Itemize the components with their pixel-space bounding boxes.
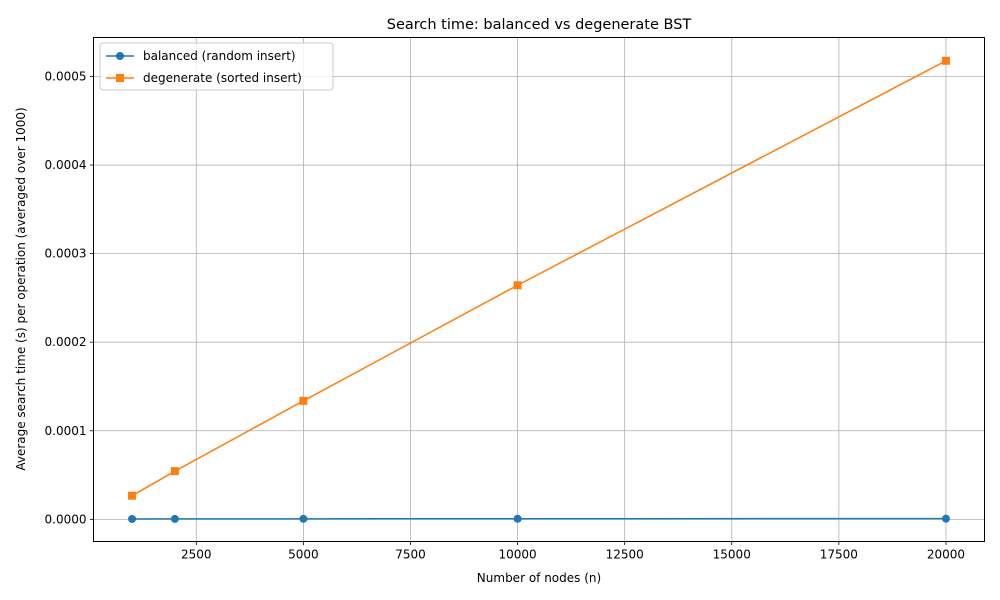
x-tick-label: 17500 bbox=[820, 548, 858, 562]
legend: balanced (random insert) degenerate (sor… bbox=[99, 42, 334, 91]
legend-label-balanced: balanced (random insert) bbox=[143, 49, 296, 63]
x-tick-label: 20000 bbox=[927, 548, 965, 562]
data-point-degenerate bbox=[128, 491, 137, 500]
data-point-degenerate bbox=[170, 467, 179, 476]
plot-series bbox=[128, 56, 950, 524]
y-tick-label: 0.0004 bbox=[45, 158, 87, 172]
x-tick-label: 7500 bbox=[395, 548, 426, 562]
data-point-degenerate bbox=[513, 281, 522, 290]
x-tick-label: 5000 bbox=[288, 548, 319, 562]
data-point-balanced bbox=[941, 514, 950, 523]
legend-box bbox=[99, 42, 334, 91]
x-tick-label: 10000 bbox=[498, 548, 536, 562]
y-tick-label: 0.0003 bbox=[45, 247, 87, 261]
data-point-balanced bbox=[128, 515, 137, 524]
x-tick-label: 12500 bbox=[606, 548, 644, 562]
data-point-balanced bbox=[170, 514, 179, 523]
data-point-degenerate bbox=[941, 56, 950, 65]
chart-title: Search time: balanced vs degenerate BST bbox=[387, 17, 692, 33]
y-axis-label: Average search time (s) per operation (a… bbox=[14, 107, 28, 470]
legend-label-degenerate: degenerate (sorted insert) bbox=[143, 71, 302, 85]
data-point-balanced bbox=[513, 514, 522, 523]
y-tick-label: 0.0005 bbox=[45, 69, 87, 83]
y-tick-label: 0.0002 bbox=[45, 335, 87, 349]
axis-ticks: 2500 5000 7500 10000 12500 15000 17500 20000 0.0… bbox=[45, 69, 966, 561]
data-point-balanced bbox=[299, 514, 308, 523]
x-axis-label: Number of nodes (n) bbox=[477, 571, 601, 585]
x-tick-label: 2500 bbox=[181, 548, 212, 562]
y-tick-label: 0.0000 bbox=[45, 512, 87, 526]
plot-frame bbox=[93, 37, 985, 542]
grid-lines bbox=[93, 37, 985, 542]
x-tick-label: 15000 bbox=[713, 548, 751, 562]
data-point-degenerate bbox=[299, 396, 308, 405]
legend-marker-degenerate bbox=[116, 74, 124, 82]
legend-marker-balanced bbox=[116, 52, 124, 60]
y-tick-label: 0.0001 bbox=[45, 424, 87, 438]
